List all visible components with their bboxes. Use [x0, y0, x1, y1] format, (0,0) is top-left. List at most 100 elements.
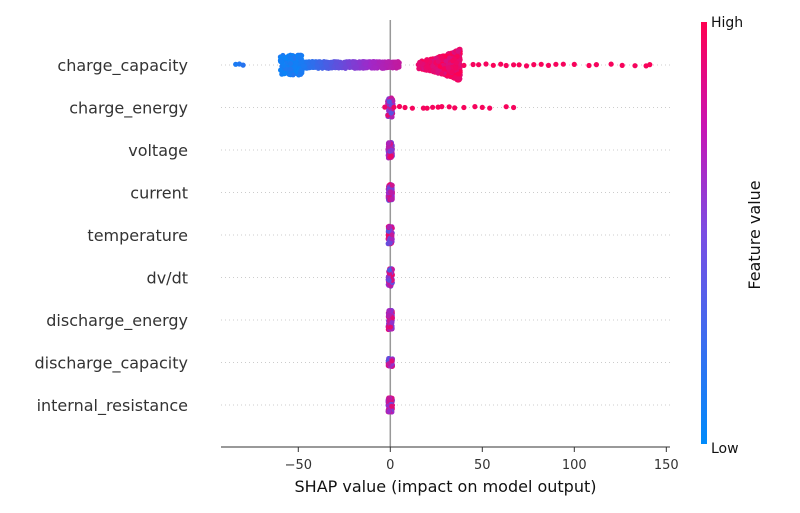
shap-point: [387, 240, 393, 246]
shap-point: [445, 65, 451, 71]
shap-point: [350, 60, 356, 66]
shap-point: [389, 232, 395, 238]
shap-point: [233, 61, 239, 67]
shap-point: [453, 65, 459, 71]
shap-point: [328, 59, 334, 65]
shap-point: [389, 237, 395, 242]
feature-label: discharge_capacity: [34, 354, 188, 374]
shap-point: [523, 63, 530, 69]
shap-point: [389, 403, 395, 409]
shap-point: [333, 61, 339, 67]
shap-point: [545, 62, 552, 68]
colorbar: [701, 22, 707, 444]
shap-point: [346, 61, 351, 67]
feature-label: internal_resistance: [37, 396, 188, 416]
shap-point: [308, 65, 314, 70]
shap-point: [386, 99, 392, 105]
shap-point: [420, 105, 426, 111]
shap-point: [435, 68, 441, 74]
x-tick-label: 150: [654, 458, 679, 473]
feature-label: charge_capacity: [57, 56, 188, 76]
shap-point: [516, 62, 522, 68]
shap-point: [385, 313, 391, 319]
row-guides: [221, 64, 670, 406]
shap-point: [586, 62, 592, 69]
shap-point: [531, 62, 537, 68]
shap-point: [424, 105, 430, 111]
shap-point: [278, 67, 284, 73]
feature-label: discharge_energy: [46, 311, 188, 331]
shap-point: [439, 71, 445, 77]
shap-point: [286, 71, 292, 77]
shap-point: [323, 60, 329, 66]
shap-point: [288, 60, 294, 67]
shap-point: [425, 64, 431, 70]
shap-point: [372, 65, 378, 70]
shap-point: [487, 105, 493, 111]
shap-point: [386, 308, 392, 314]
shap-point: [278, 58, 284, 64]
shap-point: [402, 104, 408, 111]
shap-point: [439, 104, 445, 110]
points-layer: [233, 46, 653, 415]
shap-point: [317, 59, 323, 65]
shap-point: [455, 76, 461, 82]
shap-point: [386, 224, 392, 230]
shap-point: [386, 277, 392, 283]
shap-point: [352, 66, 358, 71]
shap-point: [470, 61, 476, 68]
shap-point: [396, 103, 403, 110]
shap-point: [476, 62, 482, 68]
feature-label: current: [130, 184, 188, 203]
shap-point: [503, 104, 509, 110]
shap-point: [356, 60, 362, 66]
shap-point: [389, 196, 395, 202]
feature-label: dv/dt: [147, 269, 188, 288]
shap-point: [453, 60, 459, 66]
shap-point: [315, 64, 320, 69]
shap-point: [560, 61, 566, 67]
shap-point: [461, 104, 467, 111]
shap-point: [380, 62, 385, 68]
shap-point: [436, 64, 443, 70]
shap-point: [430, 63, 436, 69]
shap-point: [389, 114, 395, 120]
shap-point: [388, 110, 394, 116]
shap-point: [389, 320, 395, 326]
shap-point: [377, 59, 382, 65]
shap-point: [510, 62, 517, 68]
shap-point: [389, 358, 395, 364]
shap-point: [608, 61, 614, 67]
shap-point: [385, 144, 391, 150]
shap-point: [461, 62, 467, 68]
shap-point: [409, 105, 415, 111]
shap-point: [383, 63, 389, 68]
shap-point: [391, 104, 397, 110]
shap-point: [386, 140, 392, 146]
shap-point: [619, 62, 625, 68]
colorbar-high-label: High: [711, 15, 743, 31]
shap-point: [510, 104, 517, 111]
shap-point: [452, 105, 458, 111]
shap-point: [386, 396, 392, 402]
colorbar-low-label: Low: [711, 441, 739, 457]
shap-point: [297, 54, 303, 60]
shap-point: [310, 60, 316, 65]
x-axis-ticks: −50 0 50 100 150: [285, 447, 679, 473]
shap-point: [443, 58, 449, 64]
feature-label: voltage: [128, 141, 188, 160]
shap-point: [472, 104, 478, 110]
shap-point: [441, 66, 447, 72]
shap-point: [498, 61, 504, 67]
shap-point: [287, 66, 293, 72]
shap-point: [538, 61, 544, 67]
shap-point: [393, 59, 398, 65]
shap-point: [300, 63, 306, 69]
shap-point: [647, 62, 653, 68]
shap-point: [449, 69, 455, 75]
shap-point: [388, 153, 394, 159]
shap-point: [385, 228, 391, 234]
shap-point: [388, 189, 393, 195]
